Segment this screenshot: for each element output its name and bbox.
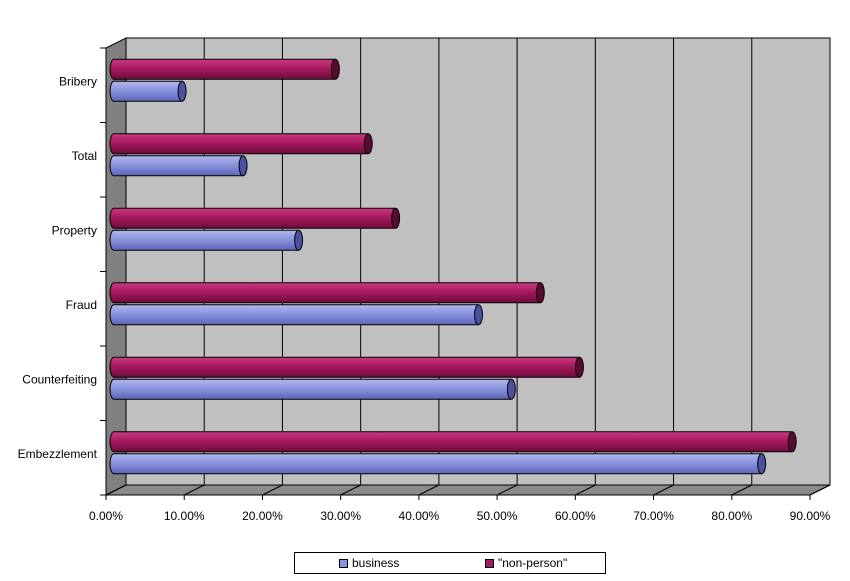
bar-body (114, 379, 512, 400)
bar-non-person (109, 282, 545, 304)
bar-end-cap (574, 356, 584, 378)
bar-non-person (109, 133, 373, 155)
x-tick-label: 0.00% (89, 509, 123, 523)
bar-business (109, 453, 767, 475)
bar-end-cap (294, 229, 304, 251)
legend-swatch-business (339, 558, 348, 568)
bar-body (114, 155, 244, 176)
category-labels: Bribery Total Property Fraud Counterfeiting E… (18, 74, 98, 461)
bar-end-cap (506, 378, 516, 400)
bar-body (114, 208, 396, 229)
category-label: Property (52, 223, 97, 237)
plot-floor (105, 484, 831, 496)
bar-business (109, 155, 248, 177)
bar-end-cap (787, 431, 797, 453)
bar-body (114, 133, 369, 154)
bar-end-cap (363, 133, 373, 155)
x-tick-label: 70.00% (633, 509, 674, 523)
x-tick-label: 60.00% (555, 509, 596, 523)
legend-item-business: business (339, 556, 399, 570)
category-label: Total (72, 149, 97, 163)
category-label: Fraud (66, 298, 97, 312)
plot-back-wall (125, 37, 831, 486)
legend-swatch-non-person (485, 558, 494, 568)
floor-gridline (340, 484, 361, 496)
bars (109, 58, 797, 475)
bar-end-cap (330, 58, 340, 80)
plot-frame (100, 37, 831, 496)
floor-gridline (418, 484, 440, 496)
bar-end-cap (238, 155, 248, 177)
category-label: Bribery (59, 74, 97, 88)
bar-non-person (109, 58, 340, 80)
x-tick-label: 40.00% (399, 509, 440, 523)
gridlines (105, 38, 831, 500)
legend-item-non-person: "non-person" (485, 556, 567, 570)
floor-gridline (183, 484, 205, 496)
bar-non-person (109, 431, 797, 453)
bar-body (114, 431, 793, 452)
floor-gridline (731, 484, 753, 496)
plot-side-wall (105, 37, 127, 496)
bar-non-person (109, 207, 401, 229)
bar-end-cap (391, 207, 401, 229)
floor-gridline (653, 484, 674, 496)
bar-end-cap (474, 304, 484, 326)
x-tick-labels: 0.00% 10.00% 20.00% 30.00% 40.00% 50.00% 60.00… (89, 509, 831, 523)
bar-business (109, 80, 187, 102)
category-label: Counterfeiting (22, 372, 97, 386)
legend-label-business: business (352, 556, 400, 570)
bar-body (114, 357, 580, 378)
bar-end-cap (535, 282, 545, 304)
x-tick-label: 30.00% (320, 509, 361, 523)
bar-body (114, 81, 183, 102)
bar-end-cap (177, 80, 187, 102)
legend: business "non-person" (294, 552, 606, 574)
bar-end-cap (757, 453, 767, 475)
floor-gridline (809, 484, 831, 496)
x-tick-label: 90.00% (790, 509, 831, 523)
bar-business (109, 378, 516, 400)
bar-non-person (109, 356, 584, 378)
bar-business (109, 229, 304, 251)
legend-label-non-person: "non-person" (498, 556, 568, 570)
category-label: Embezzlement (18, 447, 98, 461)
floor-gridline (105, 484, 127, 496)
bar-business (109, 304, 484, 326)
floor-gridline (575, 484, 596, 496)
bar-body (114, 304, 479, 325)
x-tick-label: 50.00% (477, 509, 518, 523)
bar-body (114, 453, 762, 474)
bar-body (114, 282, 541, 303)
x-tick-label: 80.00% (711, 509, 752, 523)
floor-gridline (496, 484, 518, 496)
x-tick-label: 20.00% (242, 509, 283, 523)
floor-gridline (262, 484, 283, 496)
bar-body (114, 230, 299, 251)
x-tick-label: 10.00% (164, 509, 205, 523)
bar-body (114, 59, 336, 80)
